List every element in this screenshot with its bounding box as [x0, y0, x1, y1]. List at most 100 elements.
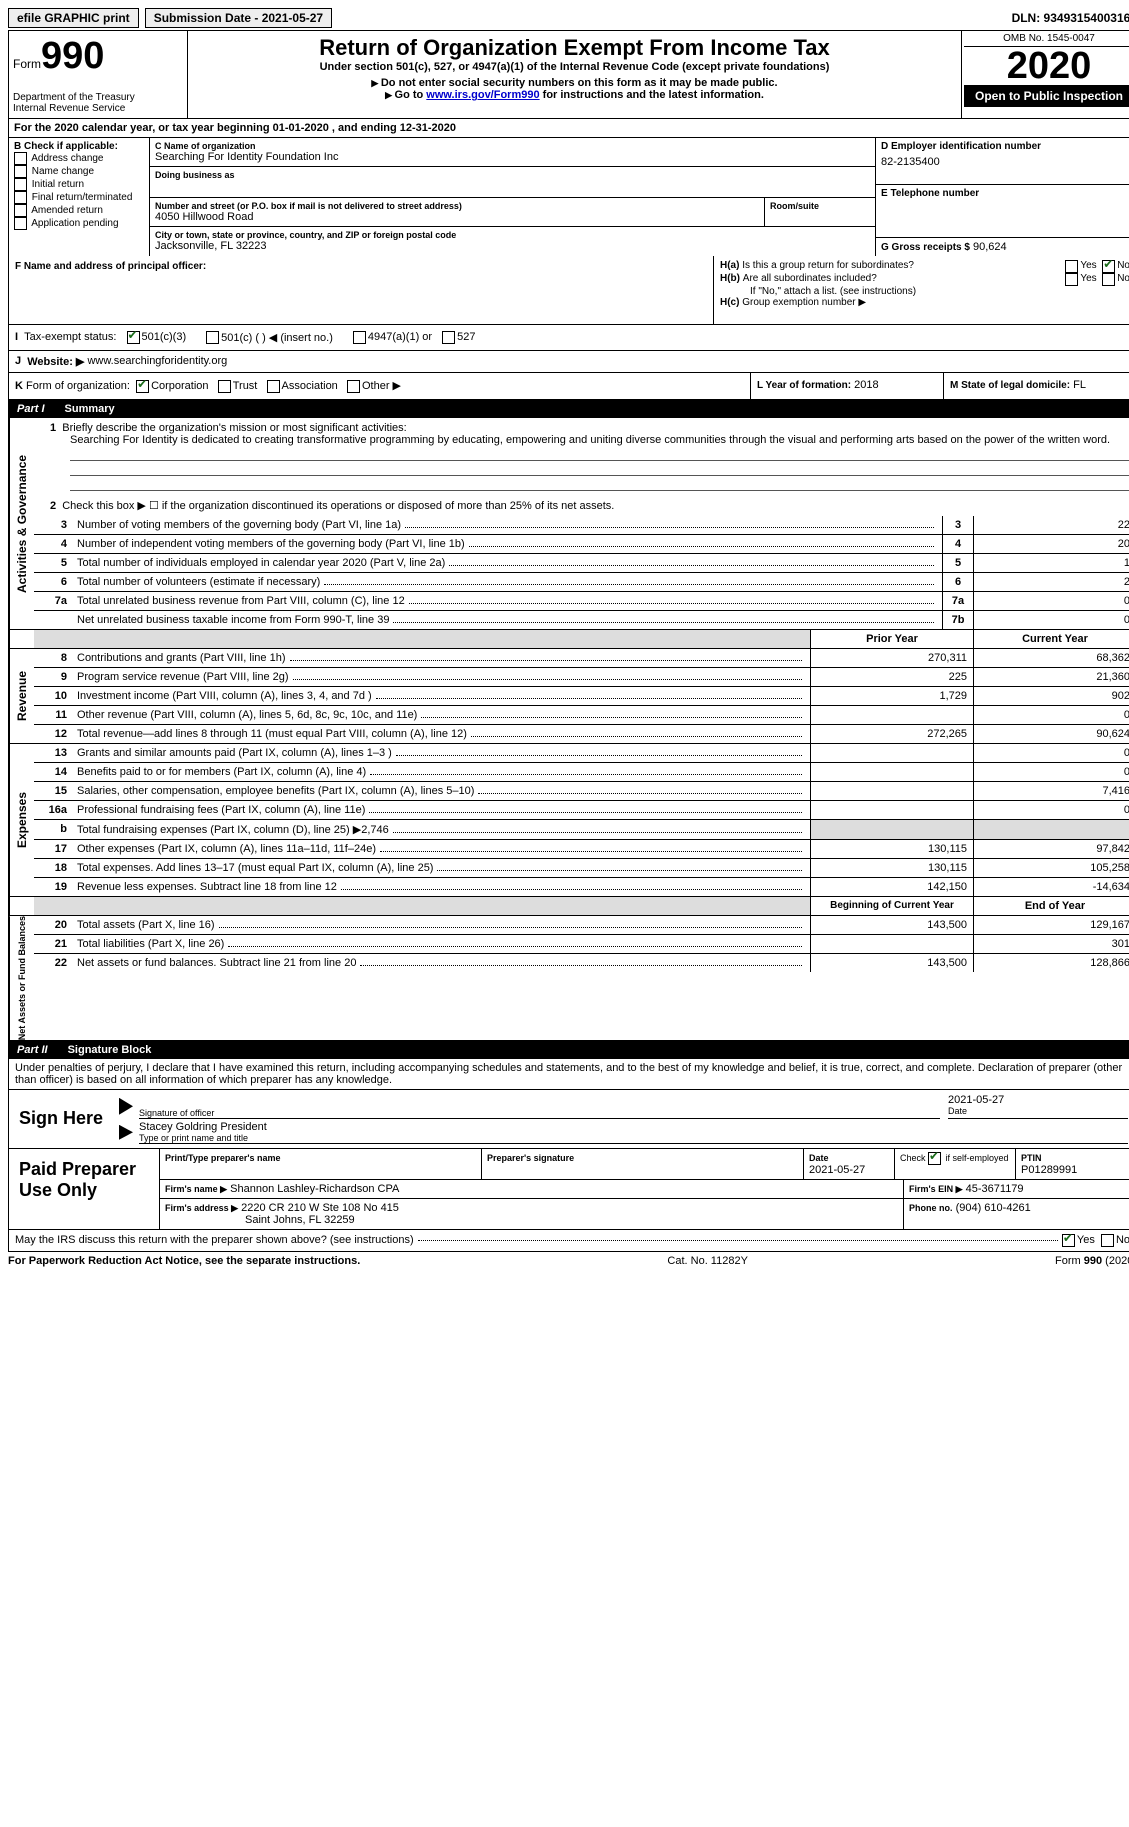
form-subtitle: Under section 501(c), 527, or 4947(a)(1)…	[192, 61, 957, 73]
fh-row: F Name and address of principal officer:…	[9, 256, 1129, 325]
paid-title: Paid Preparer Use Only	[9, 1149, 160, 1229]
header-mid: Return of Organization Exempt From Incom…	[188, 31, 961, 118]
open-public: Open to Public Inspection	[964, 85, 1129, 107]
data-line: 9Program service revenue (Part VIII, lin…	[34, 668, 1129, 687]
part1-lbl: Part I	[17, 403, 45, 415]
box-b-item[interactable]: Amended return	[14, 204, 144, 217]
cb-4947[interactable]	[353, 331, 366, 344]
hb-text: Are all subordinates included?	[743, 273, 1066, 286]
data-line: 22Net assets or fund balances. Subtract …	[34, 954, 1129, 972]
efile-button[interactable]: efile GRAPHIC print	[8, 8, 139, 28]
footer-cat: Cat. No. 11282Y	[667, 1255, 748, 1267]
vert-revenue: Revenue	[9, 649, 34, 743]
phone-lbl: Phone no.	[909, 1203, 953, 1213]
hb-yes[interactable]	[1065, 273, 1078, 286]
form-title: Return of Organization Exempt From Incom…	[192, 35, 957, 61]
q1-lbl: Briefly describe the organization's miss…	[62, 422, 406, 434]
cb-assn[interactable]	[267, 380, 280, 393]
ptin-val: P01289991	[1021, 1164, 1077, 1176]
info-block: B Check if applicable: Address change Na…	[9, 138, 1129, 256]
vert-spacer2	[9, 897, 34, 915]
line-a-text: For the 2020 calendar year, or tax year …	[14, 122, 456, 134]
form-word: Form	[13, 57, 41, 71]
box-b-item[interactable]: Name change	[14, 165, 144, 178]
header-left: Form990 Department of the Treasury Inter…	[9, 31, 188, 118]
sig-name-lbl: Type or print name and title	[139, 1133, 1128, 1143]
prep-name-lbl: Print/Type preparer's name	[165, 1153, 281, 1163]
vert-spacer	[9, 630, 34, 648]
footer-pra: For Paperwork Reduction Act Notice, see …	[8, 1255, 360, 1267]
submission-date-button[interactable]: Submission Date - 2021-05-27	[145, 8, 332, 28]
discuss-text: May the IRS discuss this return with the…	[15, 1234, 414, 1247]
expenses-section: Expenses 13Grants and similar amounts pa…	[9, 744, 1129, 897]
sig-date-lbl: Date	[948, 1106, 1128, 1116]
begin-end-header-row: Beginning of Current Year End of Year	[9, 897, 1129, 916]
ha-yes[interactable]	[1065, 260, 1078, 273]
tax-year: 2020	[964, 47, 1129, 85]
box-b: B Check if applicable: Address change Na…	[9, 138, 150, 256]
summary-line: 6Total number of volunteers (estimate if…	[34, 573, 1129, 592]
opt-corp: Corporation	[151, 380, 208, 392]
data-line: 16aProfessional fundraising fees (Part I…	[34, 801, 1129, 820]
firm-addr-lbl: Firm's address ▶	[165, 1203, 238, 1213]
note-ssn: Do not enter social security numbers on …	[192, 77, 957, 89]
data-line: 15Salaries, other compensation, employee…	[34, 782, 1129, 801]
part2-header: Part II Signature Block	[9, 1041, 1129, 1059]
instructions-link[interactable]: www.irs.gov/Form990	[426, 89, 539, 101]
form-container: Form990 Department of the Treasury Inter…	[8, 30, 1129, 1252]
box-deg: D Employer identification number 82-2135…	[876, 138, 1129, 256]
cb-527[interactable]	[442, 331, 455, 344]
firm-city: Saint Johns, FL 32259	[165, 1214, 898, 1226]
summary-line: 3Number of voting members of the governi…	[34, 516, 1129, 535]
top-bar: efile GRAPHIC print Submission Date - 20…	[8, 8, 1129, 28]
phone-val: (904) 610-4261	[956, 1202, 1031, 1214]
opt-trust: Trust	[233, 380, 258, 392]
box-b-item[interactable]: Initial return	[14, 178, 144, 191]
firm-ein-lbl: Firm's EIN ▶	[909, 1184, 963, 1194]
cb-501c3[interactable]	[127, 331, 140, 344]
ein-val: 82-2135400	[881, 156, 1129, 168]
prep-date: 2021-05-27	[809, 1164, 865, 1176]
part1-header: Part I Summary	[9, 400, 1129, 418]
sig-arrow-icon2	[119, 1125, 133, 1140]
discuss-yes[interactable]	[1062, 1234, 1075, 1247]
sign-here-lbl: Sign Here	[9, 1090, 119, 1148]
footer: For Paperwork Reduction Act Notice, see …	[8, 1252, 1129, 1267]
vert-expenses: Expenses	[9, 744, 34, 896]
summary-lines-container: 3Number of voting members of the governi…	[34, 516, 1129, 629]
box-b-title: B Check if applicable:	[14, 141, 144, 152]
cb-trust[interactable]	[218, 380, 231, 393]
cb-self-emp[interactable]	[928, 1152, 941, 1165]
hc-text: Group exemption number ▶	[742, 297, 866, 308]
form-number: 990	[41, 35, 104, 77]
f-lbl: F Name and address of principal officer:	[15, 261, 206, 272]
box-b-item[interactable]: Final return/terminated	[14, 191, 144, 204]
cb-501c[interactable]	[206, 331, 219, 344]
sig-arrow-icon	[119, 1098, 133, 1115]
k-lbl: Form of organization:	[26, 380, 130, 392]
firm-name-lbl: Firm's name ▶	[165, 1184, 227, 1194]
j-row: J Website: ▶ www.searchingforidentity.or…	[9, 351, 1129, 373]
revenue-rows: 8Contributions and grants (Part VIII, li…	[34, 649, 1129, 743]
ha-no[interactable]	[1102, 260, 1115, 273]
hb-no[interactable]	[1102, 273, 1115, 286]
firm-name: Shannon Lashley-Richardson CPA	[230, 1183, 399, 1195]
box-b-item[interactable]: Application pending	[14, 217, 144, 230]
org-addr: 4050 Hillwood Road	[155, 211, 759, 223]
cb-corp[interactable]	[136, 380, 149, 393]
firm-ein: 45-3671179	[966, 1183, 1024, 1195]
hdr-end: End of Year	[974, 897, 1129, 915]
discuss-no[interactable]	[1101, 1234, 1114, 1247]
hdr-begin: Beginning of Current Year	[810, 897, 974, 915]
expense-rows: 13Grants and similar amounts paid (Part …	[34, 744, 1129, 896]
m-val: FL	[1073, 379, 1086, 391]
dba-lbl: Doing business as	[155, 170, 870, 180]
header-row: Form990 Department of the Treasury Inter…	[9, 31, 1129, 119]
cb-other[interactable]	[347, 380, 360, 393]
data-line: bTotal fundraising expenses (Part IX, co…	[34, 820, 1129, 840]
summary-line: 4Number of independent voting members of…	[34, 535, 1129, 554]
box-b-item[interactable]: Address change	[14, 152, 144, 165]
prep-date-lbl: Date	[809, 1153, 829, 1163]
gross-lbl: G Gross receipts $	[881, 242, 970, 253]
hb-note: If "No," attach a list. (see instruction…	[720, 286, 1129, 297]
